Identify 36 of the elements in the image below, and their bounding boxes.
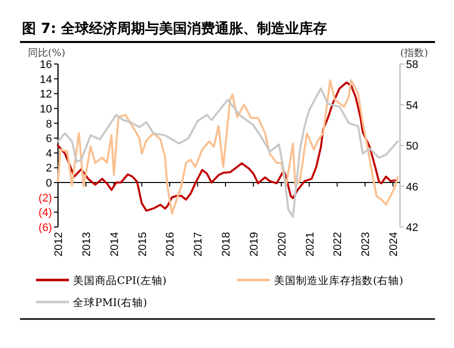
y-axis-title: 同比(%) (28, 47, 66, 59)
x-tick-label: 2014 (108, 232, 121, 256)
x-tick-label: 2023 (360, 232, 372, 256)
y-tick-label: 16 (40, 59, 52, 71)
y2-tick-label: 54 (406, 100, 418, 112)
y-tick-label: 10 (40, 103, 52, 116)
y-tick-label: 6 (46, 133, 52, 146)
x-tick-label: 2020 (276, 232, 288, 256)
y-tick-label: 8 (46, 118, 52, 130)
y-tick-label: (6) (38, 222, 52, 234)
y-tick-label: 4 (46, 148, 52, 160)
y-tick-label: 12 (40, 88, 52, 101)
y-tick-label: (2) (38, 192, 52, 204)
y-tick-label: 14 (40, 74, 52, 86)
legend-label: 美国制造业库存指数(右轴) (274, 274, 404, 287)
y-tick-label: 2 (46, 162, 52, 175)
x-tick-label: 2012 (53, 232, 65, 256)
x-tick-label: 2019 (248, 232, 260, 256)
y2-tick-label: 58 (406, 59, 418, 71)
legend-label: 全球PMI(右轴) (73, 296, 148, 309)
x-tick-label: 2024 (388, 232, 400, 256)
x-tick-label: 2022 (332, 232, 344, 256)
y-tick-label: 0 (46, 178, 52, 190)
chart-title: 图 7: 全球经济周期与美国消费通胀、制造业库存 (22, 20, 328, 37)
y2-axis-title: (指数) (400, 47, 428, 59)
x-tick-label: 2021 (304, 232, 316, 256)
x-tick-label: 2015 (136, 232, 149, 256)
y2-tick-label: 42 (406, 222, 418, 234)
x-tick-label: 2013 (80, 232, 93, 256)
x-tick-label: 2018 (220, 232, 233, 256)
y-tick-label: (4) (38, 207, 52, 220)
x-tick-label: 2017 (192, 232, 205, 256)
y2-tick-label: 50 (406, 140, 418, 152)
y2-tick-label: 46 (406, 181, 418, 194)
legend-label: 美国商品CPI(左轴) (73, 274, 166, 287)
x-tick-label: 2016 (164, 232, 177, 256)
